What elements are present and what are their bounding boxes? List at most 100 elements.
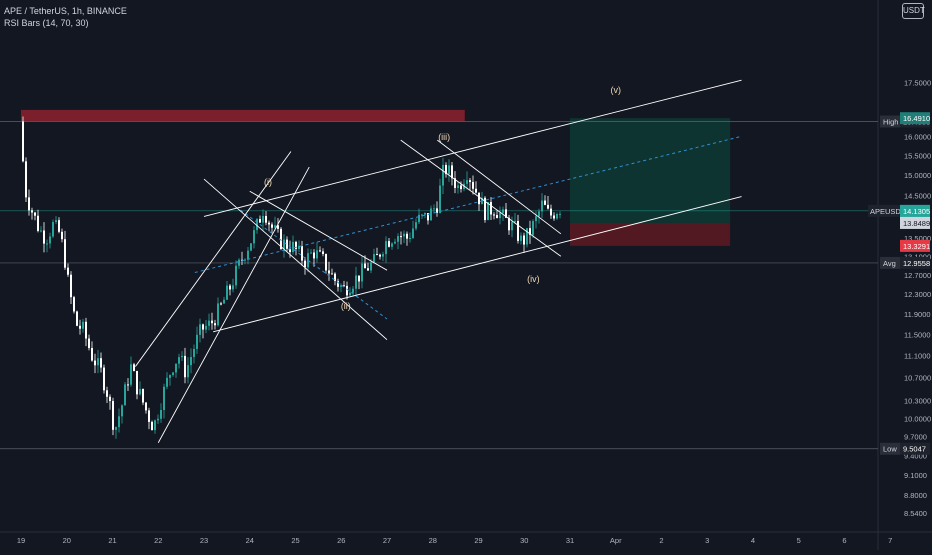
- candles: [22, 116, 561, 439]
- price-tags: High16.4000Avg12.9558Low9.504716.4910APE…: [868, 112, 930, 455]
- candle-body: [235, 265, 237, 286]
- candle-body: [118, 416, 120, 428]
- candle-body: [280, 228, 282, 249]
- candle-body: [337, 280, 339, 287]
- candle-body: [556, 214, 558, 219]
- candle-body: [439, 185, 441, 213]
- level-tag-box: [880, 442, 900, 455]
- candle-body: [127, 384, 129, 386]
- candle-body: [55, 220, 57, 223]
- x-tick-label: 21: [108, 536, 116, 545]
- candle-body: [367, 268, 369, 271]
- candle-body: [169, 375, 171, 378]
- candle-body: [160, 410, 162, 419]
- candle-body: [517, 220, 519, 241]
- channel-line-7: [400, 139, 562, 257]
- y-tick-label: 12.7000: [904, 271, 931, 280]
- candle-body: [232, 285, 234, 290]
- candle-body: [79, 325, 81, 329]
- candle-body: [484, 197, 486, 221]
- candle-body: [163, 386, 165, 411]
- candle-body: [238, 259, 240, 266]
- candle-body: [430, 208, 432, 221]
- candle-body: [73, 297, 75, 312]
- wave-labels: (i) (ii) (iii) (iv) (v): [264, 85, 621, 311]
- candle-body: [424, 213, 426, 215]
- candle-body: [295, 241, 297, 249]
- wave-label-5: (v): [611, 85, 622, 95]
- x-tick-label: 3: [705, 536, 709, 545]
- horizontal-levels: [0, 121, 878, 450]
- candle-body: [559, 213, 561, 215]
- currency-button[interactable]: USDT: [902, 3, 925, 19]
- candle-body: [49, 236, 51, 244]
- candle-body: [526, 228, 528, 245]
- candle-body: [538, 211, 540, 217]
- level-value-low: 9.5047: [903, 445, 926, 454]
- candle-body: [505, 209, 507, 218]
- candle-body: [262, 215, 264, 223]
- candle-body: [193, 348, 195, 357]
- candle-body: [328, 270, 330, 274]
- candle-body: [535, 216, 537, 222]
- y-tick-label: 10.7000: [904, 374, 931, 383]
- candle-body: [61, 231, 63, 240]
- candle-body: [64, 239, 66, 268]
- candle-body: [286, 239, 288, 249]
- candle-body: [109, 396, 111, 402]
- y-tick-label: 14.5000: [904, 191, 931, 200]
- candle-body: [178, 357, 180, 364]
- candle-body: [541, 200, 543, 212]
- candle-body: [388, 241, 390, 247]
- tag-target-box: [900, 112, 930, 125]
- candle-body: [520, 235, 522, 241]
- candle-body: [148, 410, 150, 422]
- candle-body: [277, 225, 279, 229]
- candle-body: [499, 212, 501, 219]
- wave-label-2: (ii): [341, 301, 351, 311]
- y-tick-label: 10.0000: [904, 414, 931, 423]
- time-axis: 19 20 21 22 23 24 25 26 27 28 29 30 31 Apr 2 3 4 5 6 7: [0, 531, 932, 545]
- candle-body: [58, 220, 60, 232]
- candle-body: [334, 273, 336, 281]
- symbol-title: APE / TetherUS, 1h, BINANCE: [4, 6, 127, 16]
- candle-body: [157, 418, 159, 421]
- level-value-box: [900, 442, 930, 455]
- candle-body: [220, 303, 222, 305]
- candle-body: [427, 213, 429, 221]
- candle-body: [202, 324, 204, 330]
- channel-line-1: [203, 79, 742, 217]
- x-tick-label: 24: [246, 536, 254, 545]
- candle-body: [301, 245, 303, 261]
- candle-body: [460, 185, 462, 190]
- candle-body: [175, 363, 177, 373]
- level-value-box: [900, 256, 930, 269]
- tag-entry-value: 13.8489: [903, 219, 930, 228]
- x-tick-label: 29: [474, 536, 482, 545]
- candle-body: [445, 164, 447, 175]
- y-tick-label: 9.4000: [904, 451, 927, 460]
- x-tick-label: 28: [429, 536, 437, 545]
- x-tick-label: 31: [566, 536, 574, 545]
- wave-label-4: (iv): [527, 274, 540, 284]
- candle-body: [130, 364, 132, 385]
- tag-symbol-label: APEUSDT: [870, 207, 906, 216]
- candle-body: [400, 236, 402, 238]
- candle-body: [544, 200, 546, 205]
- candle-body: [244, 259, 246, 261]
- candle-body: [418, 214, 420, 223]
- candle-body: [406, 233, 408, 239]
- candle-body: [421, 214, 423, 216]
- candle-body: [553, 215, 555, 219]
- candle-body: [415, 222, 417, 229]
- candle-body: [469, 180, 471, 183]
- y-tick-label: 11.5000: [904, 330, 931, 339]
- candle-body: [529, 228, 531, 235]
- y-tick-label: 9.7000: [904, 433, 927, 442]
- candle-body: [502, 209, 504, 213]
- candle-body: [550, 208, 552, 216]
- candle-body: [43, 230, 45, 244]
- x-tick-label: 19: [17, 536, 25, 545]
